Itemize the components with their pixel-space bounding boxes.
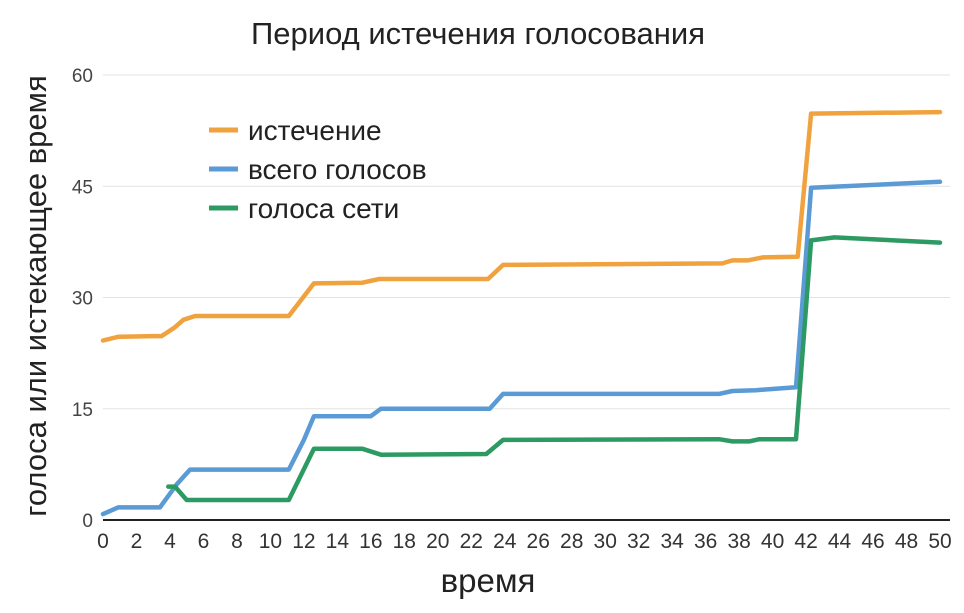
- x-tick-label: 32: [627, 530, 650, 553]
- x-tick-label: 30: [594, 530, 617, 553]
- x-tick-label: 2: [131, 530, 143, 553]
- series-line-1: [100, 109, 943, 343]
- x-tick-label: 14: [326, 530, 350, 553]
- x-tick-label: 6: [198, 530, 210, 553]
- legend-label: истечение: [248, 115, 382, 146]
- x-tick-label: 16: [359, 530, 382, 553]
- y-tick-label: 30: [72, 289, 93, 310]
- grid: [103, 74, 950, 410]
- x-tick-label: 26: [527, 530, 550, 553]
- x-axis-label: время: [441, 562, 536, 599]
- x-tick-label: 10: [259, 530, 282, 553]
- x-tick-label: 48: [895, 530, 918, 553]
- y-tick-label: 45: [72, 177, 93, 198]
- x-tick-label: 18: [393, 530, 416, 553]
- x-tick-label: 40: [761, 530, 784, 553]
- series-line-2: [100, 179, 943, 517]
- chart-title: Период истечения голосования: [251, 16, 705, 51]
- x-tick-label: 46: [861, 530, 884, 553]
- legend-label: голоса сети: [248, 193, 399, 224]
- x-tick-label: 22: [460, 530, 483, 553]
- x-tick-label: 24: [493, 530, 517, 553]
- series: [100, 109, 943, 517]
- y-tick-label: 60: [72, 66, 93, 87]
- x-tick-label: 0: [97, 530, 109, 553]
- y-axis-ticks: 0 15 30 45 60: [72, 66, 93, 532]
- x-tick-label: 38: [727, 530, 750, 553]
- x-tick-label: 50: [928, 530, 951, 553]
- x-tick-label: 8: [231, 530, 243, 553]
- y-tick-label: 0: [82, 511, 93, 532]
- y-axis-label: голоса или истекающее время: [18, 75, 53, 517]
- legend: истечение всего голосов голоса сети: [209, 115, 427, 224]
- x-axis-ticks: 0 2 4 6 8 10 12 14 16 18 20 22 24 26 28 30 32 34 36 38 40 42 4…: [97, 530, 952, 553]
- x-tick-label: 36: [694, 530, 717, 553]
- x-tick-label: 4: [164, 530, 176, 553]
- y-tick-label: 15: [72, 400, 93, 421]
- series-line-3: [166, 235, 943, 503]
- x-tick-label: 34: [660, 530, 684, 553]
- x-tick-label: 42: [794, 530, 817, 553]
- legend-label: всего голосов: [248, 154, 427, 185]
- x-tick-label: 44: [828, 530, 852, 553]
- x-tick-label: 12: [292, 530, 315, 553]
- x-tick-label: 20: [426, 530, 449, 553]
- x-tick-label: 28: [560, 530, 583, 553]
